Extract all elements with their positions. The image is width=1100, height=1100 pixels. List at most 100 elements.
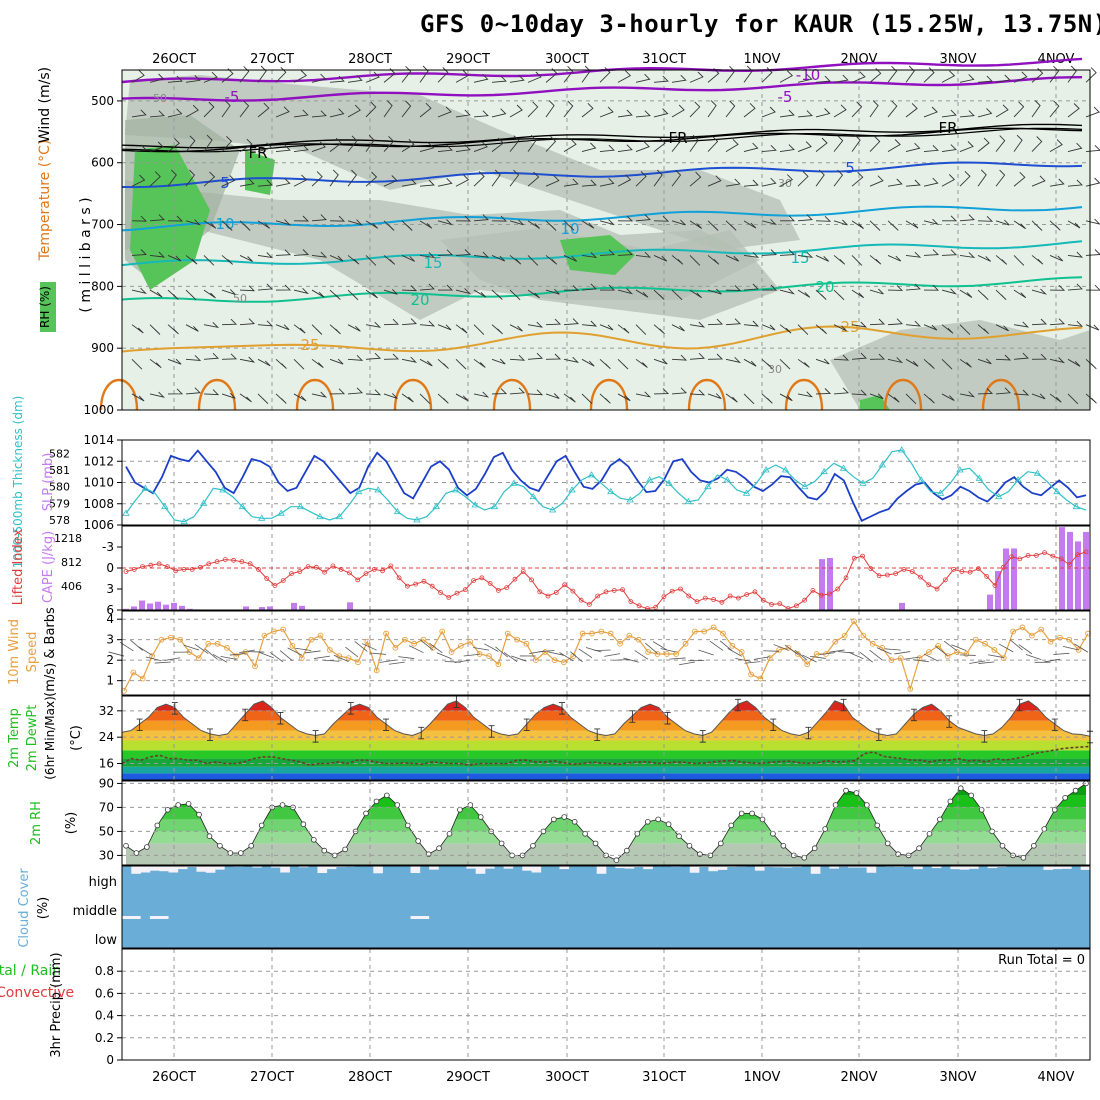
thickness-tick-label: 582 <box>49 447 70 460</box>
slp-axis-tick-label: 1010 <box>83 476 114 490</box>
wind-barb <box>509 219 524 226</box>
wind-barb <box>347 104 361 118</box>
rh2m-point <box>175 802 181 808</box>
cloud-high-gap <box>848 866 858 868</box>
slp-line <box>125 449 1087 523</box>
cape-tick-label: 406 <box>61 580 82 593</box>
wind10m-point <box>795 651 801 657</box>
wind-barb <box>599 249 616 256</box>
lifted-point <box>595 593 601 599</box>
minmax-bar <box>699 730 706 743</box>
wind-barbs <box>131 65 1100 405</box>
wind10m-point <box>617 640 623 647</box>
cloud-high-gap <box>1062 866 1072 869</box>
wind-barb <box>833 354 850 361</box>
date-label-bottom: 31OCT <box>642 1070 686 1085</box>
wind-barb <box>995 289 1007 301</box>
rh2m-grid <box>122 781 1090 865</box>
wind-barb <box>761 249 778 256</box>
wind-barb <box>725 65 736 83</box>
date-label-top: 31OCT <box>642 52 686 67</box>
wind-barb <box>887 357 904 364</box>
lifted-point <box>404 583 410 589</box>
wind-barb <box>905 103 918 118</box>
wind10m-barb <box>623 657 639 663</box>
wind10m-barb <box>660 648 677 653</box>
wind-barb <box>851 289 865 299</box>
wind10m-barb <box>959 654 976 656</box>
wind10m-barb <box>794 649 808 661</box>
wind-barb <box>545 175 560 187</box>
thickness-label: 1000-500mb Thickness (dm) <box>11 396 25 569</box>
wind-barb <box>257 142 273 153</box>
wind-barb <box>905 220 919 229</box>
thickness-point <box>510 479 518 486</box>
wind10m-point <box>280 626 286 633</box>
wind-barb <box>419 358 433 367</box>
precip-axis-tick-label: 0 <box>106 1053 114 1067</box>
wind-barb <box>851 352 868 360</box>
rh2m-point <box>853 790 860 796</box>
lifted-point <box>280 578 286 583</box>
wind-barb <box>563 65 574 83</box>
wind-barb <box>1049 100 1060 118</box>
wind-barb <box>977 137 990 152</box>
wind10m-barb <box>463 653 480 657</box>
lifted-point <box>156 561 162 567</box>
wind-barb <box>527 101 539 118</box>
wind-barb <box>581 358 595 367</box>
wind-barb <box>275 249 292 256</box>
rh2m-point <box>509 852 515 859</box>
wind10m-point <box>757 675 764 682</box>
wind-barb <box>851 255 863 266</box>
wind-barb <box>725 285 742 291</box>
wind-barb <box>725 356 742 364</box>
thickness-point <box>413 516 421 523</box>
wind-barb <box>869 175 884 187</box>
wind-barb <box>185 74 201 83</box>
temp-band <box>122 773 1090 780</box>
wind-barb <box>977 324 990 335</box>
date-label-top: 4NOV <box>1038 52 1075 67</box>
wind-barb <box>545 255 558 265</box>
rh2m-label: 2m RH <box>29 801 44 845</box>
wind-barb <box>869 288 884 295</box>
wind10m-barb <box>473 647 490 651</box>
wind10m-barb <box>239 649 256 654</box>
thickness-point <box>781 466 790 473</box>
wind10m-barb <box>511 655 527 662</box>
cape-bar <box>155 601 161 610</box>
temperature-contour <box>99 379 139 411</box>
date-label-bottom: 26OCT <box>152 1070 196 1085</box>
wind-barb <box>779 393 793 402</box>
wind-barb <box>1067 283 1083 291</box>
lifted-point <box>926 582 932 588</box>
wind-barb <box>563 100 574 118</box>
wind-barb <box>923 284 940 291</box>
temp2m-unit: (°C) <box>69 725 84 751</box>
date-label-top: 26OCT <box>152 52 196 67</box>
rh2m-point <box>624 847 630 854</box>
wind10m-barb <box>570 651 583 663</box>
wind-barb <box>347 135 358 152</box>
wind-barb <box>455 174 470 187</box>
wind-barb <box>671 74 687 83</box>
wind-barb <box>491 215 508 222</box>
wind-barb <box>491 324 503 335</box>
lifted-point <box>222 557 228 562</box>
wind10m-barb <box>859 652 873 663</box>
thickness-point <box>801 482 809 490</box>
date-label-bottom: 3NOV <box>940 1070 977 1085</box>
wind-barb <box>581 283 597 291</box>
contour-label: 15 <box>423 254 442 272</box>
wind10m-barb <box>1062 645 1079 651</box>
pressure-axis-tick-label: 500 <box>91 94 114 108</box>
wind10m-point <box>270 628 277 635</box>
wind-barb <box>599 177 615 187</box>
wind10m-point <box>383 630 389 637</box>
wind10m-barb <box>1074 643 1089 653</box>
wind-barb <box>365 321 382 328</box>
wind-barb <box>527 352 544 360</box>
wind-barb <box>167 255 182 262</box>
wind-barb <box>131 358 143 370</box>
